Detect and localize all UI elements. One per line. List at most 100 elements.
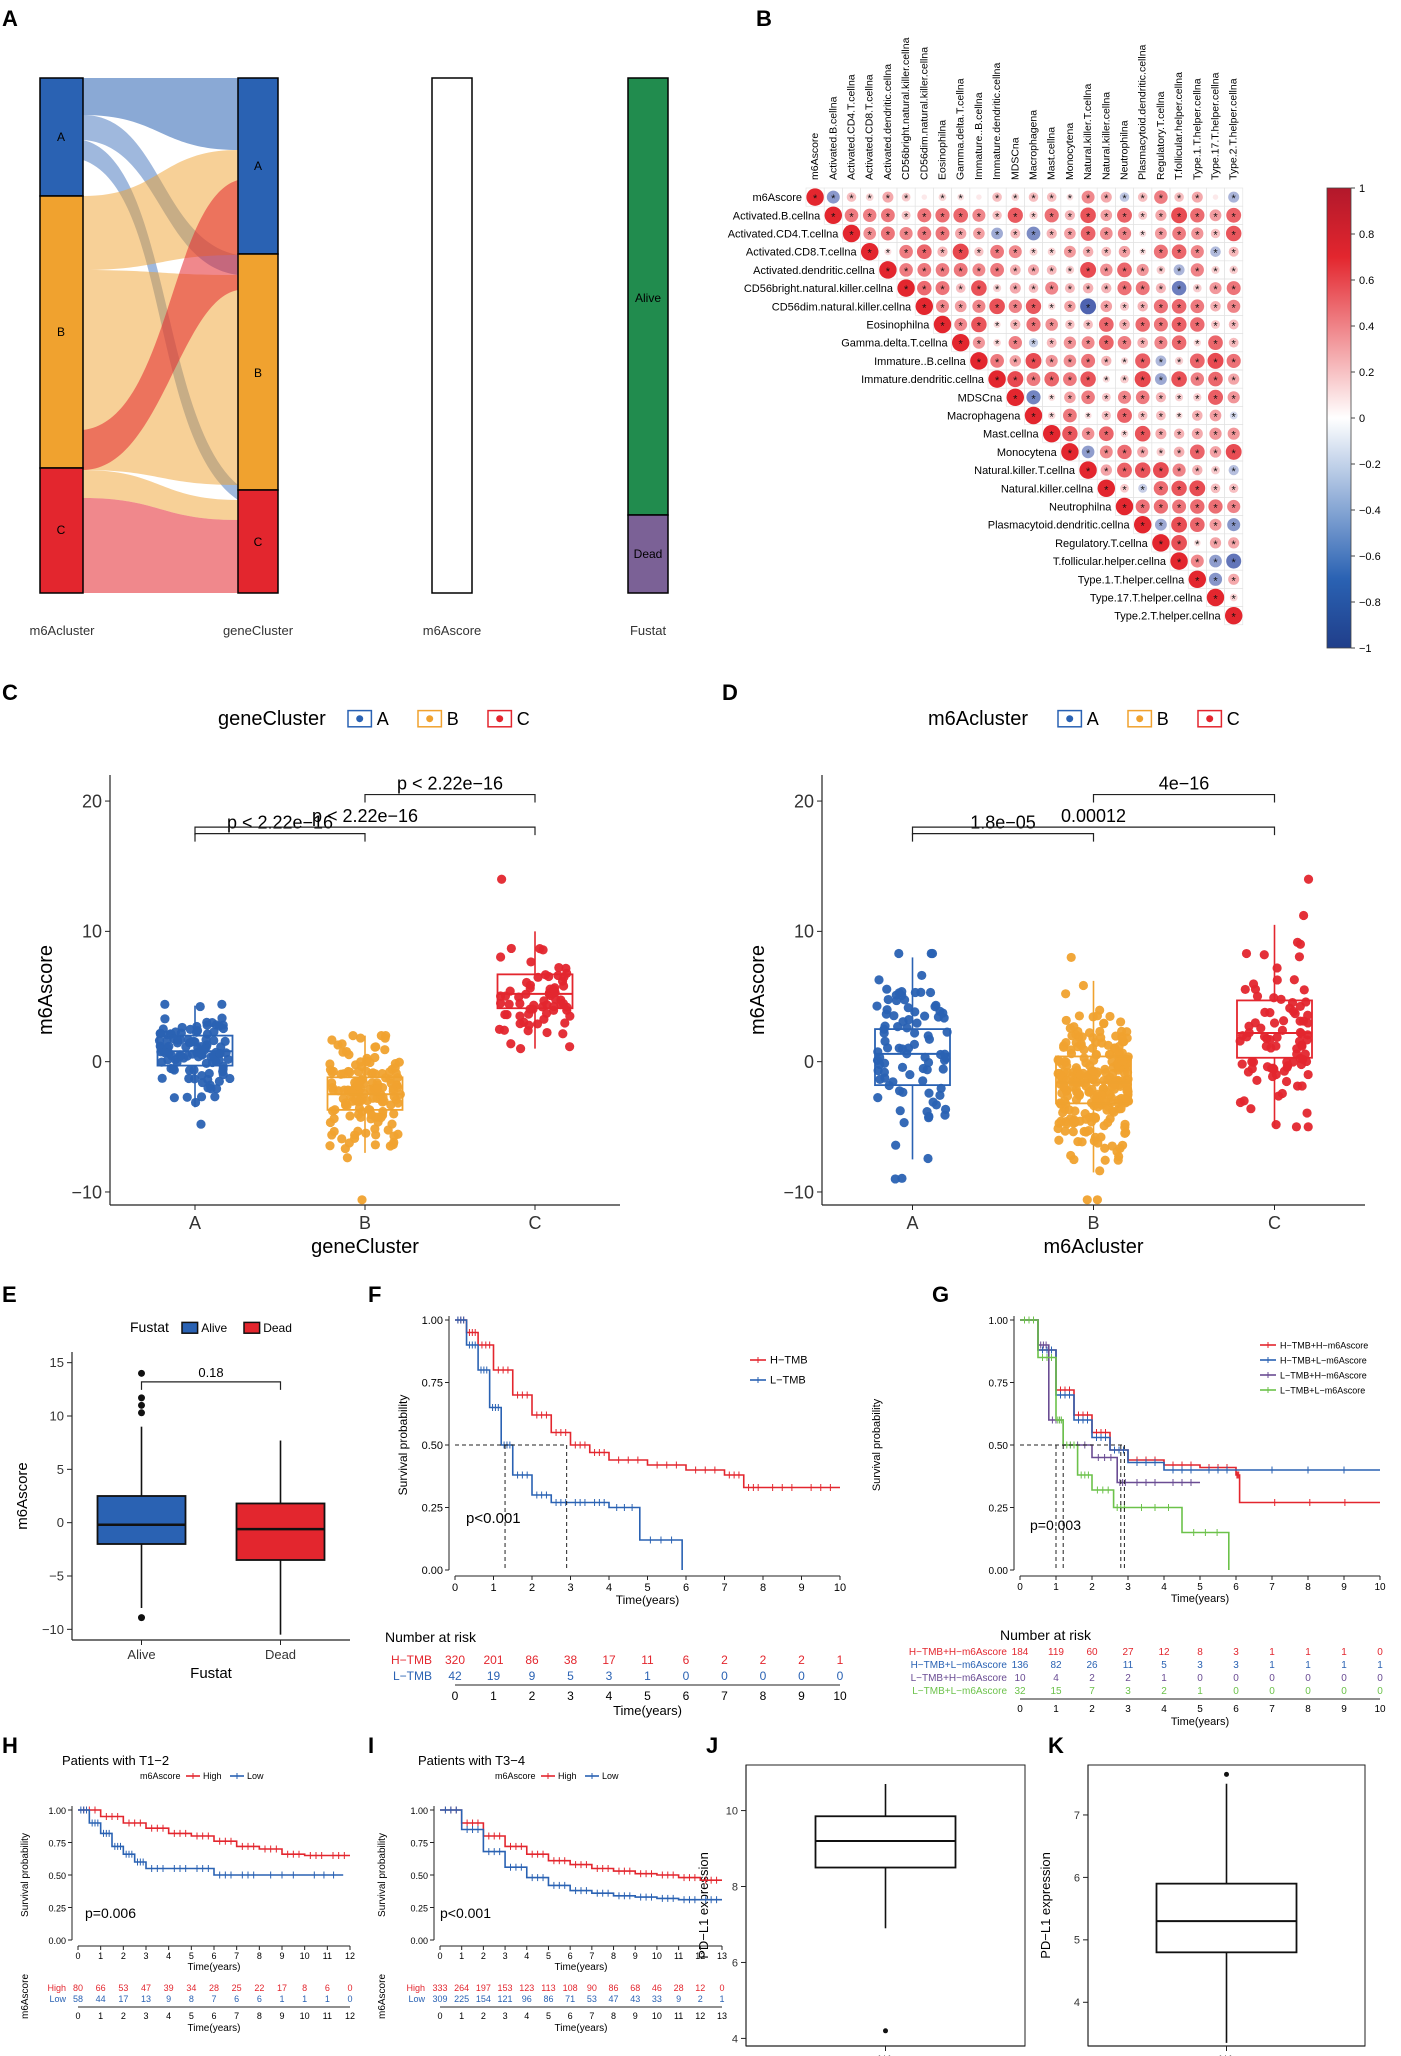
correlation-circle [1154, 373, 1167, 386]
data-point [1299, 985, 1309, 995]
significance-star: * [1195, 284, 1200, 296]
panel-letter-g: G [932, 1282, 949, 1307]
column-label: Activated.CD8.T.cellna [864, 74, 876, 180]
data-point [343, 1066, 353, 1077]
risk-value: 2 [1125, 1673, 1131, 1684]
correlation-circle [1011, 193, 1020, 202]
significance-star: * [1031, 266, 1036, 278]
risk-value: 86 [543, 1994, 553, 2004]
risk-x-tick-label: 5 [1197, 1704, 1203, 1715]
risk-value: 1 [302, 1994, 307, 2004]
significance-star: * [1177, 302, 1182, 314]
y-tick-label: 15 [50, 1355, 64, 1370]
stratum-label: B [57, 325, 65, 339]
x-tick-label: B [359, 1213, 371, 1233]
data-point [922, 1106, 932, 1117]
significance-star: * [1122, 266, 1127, 278]
significance-star: * [1013, 321, 1018, 333]
data-point [537, 1002, 547, 1012]
significance-star: * [1122, 393, 1127, 405]
x-axis-title: Time(years) [188, 1962, 241, 1973]
y-tick-label: 10 [726, 1805, 738, 1817]
significance-star: * [922, 230, 927, 242]
significance-star: * [1068, 357, 1073, 369]
significance-star: * [1232, 393, 1237, 405]
correlation-circle [1190, 317, 1205, 332]
risk-value: 1 [719, 1994, 724, 2004]
significance-star: * [995, 321, 1000, 333]
column-label: MDSCna [1009, 137, 1021, 180]
data-point [1084, 1087, 1094, 1097]
risk-value: 1 [1377, 1660, 1383, 1671]
risk-value: 0 [1233, 1686, 1239, 1697]
column-label: Type.2.T.helper.cellna [1228, 78, 1240, 180]
correlation-circle [1210, 301, 1221, 312]
correlation-circle [990, 263, 1004, 277]
data-point [1065, 1023, 1075, 1033]
correlation-circle [1154, 336, 1168, 350]
data-point [912, 1018, 922, 1028]
correlation-circle [1191, 227, 1204, 240]
risk-value: 39 [164, 1983, 174, 1993]
risk-value: 0 [760, 1669, 767, 1683]
significance-star: * [1031, 284, 1036, 296]
data-point [337, 1134, 347, 1144]
risk-value: 123 [519, 1983, 534, 1993]
data-point [217, 1013, 227, 1023]
significance-star: * [1050, 193, 1055, 205]
data-point [938, 1064, 948, 1074]
risk-value: 0 [683, 1669, 690, 1683]
correlation-circle [991, 227, 1003, 240]
data-point [1095, 1166, 1105, 1176]
significance-star: * [940, 321, 945, 333]
y-tick-label: 20 [794, 791, 814, 811]
correlation-circle [1175, 411, 1183, 420]
significance-star: * [995, 302, 1000, 314]
risk-x-tick-label: 0 [1017, 1704, 1023, 1715]
y-tick-label: 0.00 [422, 1565, 443, 1577]
colorbar-tick-label: −1 [1359, 643, 1372, 655]
y-tick-label: 0.50 [410, 1871, 428, 1881]
correlation-circle [933, 315, 952, 334]
correlation-circle [970, 352, 988, 370]
significance-star: * [1122, 448, 1127, 460]
correlation-circle [1084, 412, 1092, 419]
significance-star: * [1232, 557, 1237, 569]
significance-star: * [1177, 539, 1182, 551]
data-point [387, 1119, 397, 1129]
survival-curve [440, 1809, 722, 1881]
significance-star: * [1031, 321, 1036, 333]
data-point [1122, 1086, 1132, 1096]
correlation-circle [1171, 298, 1187, 314]
legend-key-dot [496, 715, 504, 723]
risk-value: 17 [118, 1994, 128, 2004]
data-point [1059, 1082, 1069, 1092]
data-point [1061, 1037, 1071, 1048]
correlation-circle [1228, 191, 1240, 203]
correlation-circle [972, 299, 986, 313]
correlation-circle [1062, 425, 1078, 442]
correlation-circle [860, 242, 879, 261]
correlation-circle [1136, 263, 1149, 276]
x-tick-label: 4 [606, 1582, 612, 1594]
correlation-circle [1227, 391, 1240, 404]
significance-star: * [904, 248, 909, 260]
risk-value: 11 [1123, 1660, 1134, 1671]
correlation-circle [971, 280, 987, 296]
correlation-circle [1192, 464, 1203, 476]
significance-star: * [1122, 484, 1127, 496]
data-point [1061, 1015, 1071, 1026]
legend-title: m6Acluster [928, 708, 1028, 730]
risk-value: 10 [1014, 1673, 1026, 1684]
significance-star: * [1213, 248, 1218, 260]
significance-star: * [1232, 612, 1237, 624]
correlation-circle [1193, 283, 1202, 293]
data-point [333, 1040, 343, 1050]
column-label: Natural.killer.cellna [1100, 92, 1112, 180]
risk-value: 43 [630, 1994, 640, 2004]
panel-letter-k: K [1048, 1733, 1064, 1758]
correlation-circle [1210, 483, 1221, 494]
significance-star: * [1141, 248, 1146, 260]
risk-x-tick-label: 3 [567, 1689, 574, 1703]
data-point [936, 1083, 946, 1093]
